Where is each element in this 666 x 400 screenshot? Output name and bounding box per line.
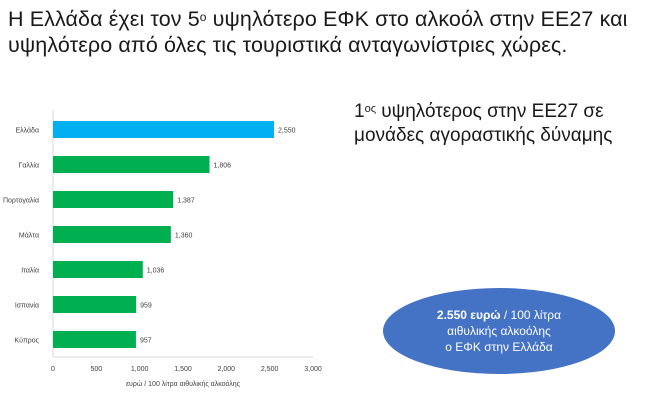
x-axis-title: ευρώ / 100 λίτρα αιθυλικής αλκοόλης <box>126 380 241 388</box>
side-note: 1ος υψηλότερος στην ΕΕ27 σε μονάδες αγορ… <box>354 100 664 148</box>
headline-superscript: ο <box>199 10 207 24</box>
data-label: 2,550 <box>278 128 296 135</box>
category-label: Ελλάδα <box>15 127 39 135</box>
bubble-unit: / 100 λίτρα <box>500 308 562 322</box>
x-tick-label: 2,500 <box>261 366 279 373</box>
bar <box>53 296 137 313</box>
bubble-line1: 2.550 ευρώ / 100 λίτρα <box>437 307 561 323</box>
category-label: Μάλτα <box>19 232 39 240</box>
category-label: Ιταλία <box>21 267 39 275</box>
x-tick-label: 3,000 <box>304 366 322 373</box>
highlight-bubble: 2.550 ευρώ / 100 λίτρα αιθυλικής αλκοόλη… <box>383 288 615 374</box>
category-label: Κύπρος <box>14 337 39 345</box>
headline-part2: υψηλότερο ΕΦΚ στο αλκοόλ στην ΕΕ27 και υ… <box>8 7 628 57</box>
data-label: 1,360 <box>175 233 193 240</box>
category-label: Πορτογαλία <box>3 197 39 205</box>
side-note-superscript: ος <box>364 103 376 115</box>
bubble-amount: 2.550 ευρώ <box>436 308 501 322</box>
side-note-number: 1 <box>354 101 365 122</box>
bar <box>53 121 274 138</box>
data-label: 1,036 <box>147 268 165 275</box>
bubble-line2: αιθυλικής αλκοόλης <box>447 324 551 338</box>
x-tick-label: 500 <box>90 366 102 373</box>
x-tick-label: 1,000 <box>131 366 149 373</box>
headline: Η Ελλάδα έχει τον 5ο υψηλότερο ΕΦΚ στο α… <box>8 6 658 58</box>
bar <box>53 191 174 208</box>
headline-part1: Η Ελλάδα έχει τον 5 <box>8 7 200 31</box>
x-tick-label: 1,500 <box>174 366 192 373</box>
data-label: 959 <box>140 303 152 310</box>
bar <box>53 261 143 278</box>
bar <box>53 331 136 348</box>
bar-chart: Ελλάδα 2,550 Γαλλία 1,806 Πορτογαλία 1,387 Μάλ… <box>3 110 322 388</box>
data-label: 1,387 <box>177 198 195 205</box>
x-tick-label: 0 <box>51 366 55 373</box>
category-label: Γαλλία <box>18 162 39 170</box>
bubble-line3: ο ΕΦΚ στην Ελλάδα <box>445 340 553 354</box>
side-note-text: υψηλότερος στην ΕΕ27 σε μονάδες αγοραστι… <box>354 101 613 146</box>
bar <box>53 156 210 173</box>
x-tick-label: 2,000 <box>218 366 236 373</box>
category-label: Ισπανία <box>15 302 39 310</box>
data-label: 1,806 <box>214 163 232 170</box>
data-label: 957 <box>140 338 152 345</box>
bar <box>53 226 171 243</box>
